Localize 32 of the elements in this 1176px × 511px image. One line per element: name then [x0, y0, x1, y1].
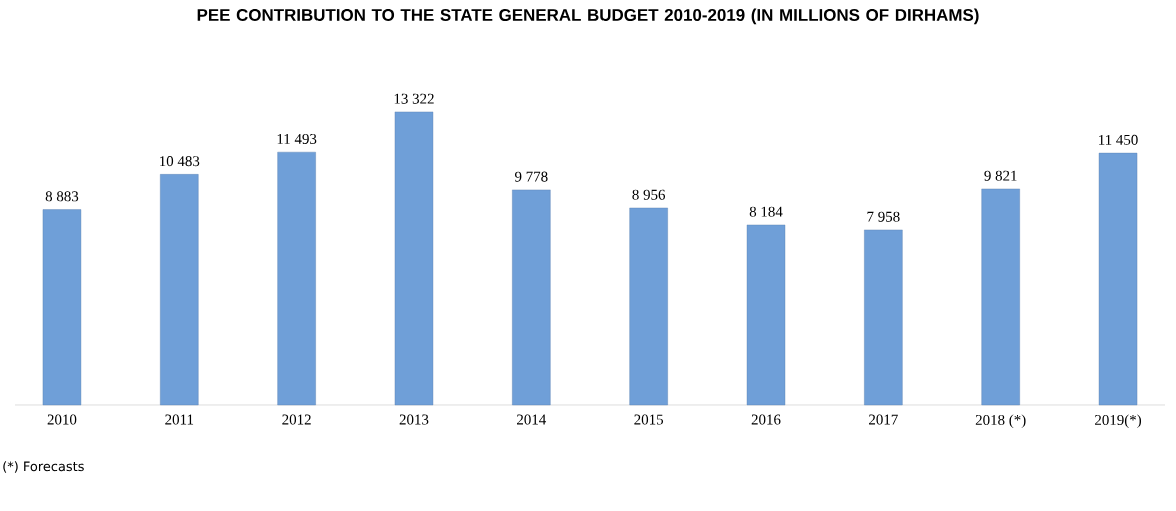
bar [160, 174, 199, 406]
data-label: 7 958 [867, 211, 900, 222]
x-tick-label: 2019(*) [1095, 414, 1142, 429]
x-tick-label: 2012 [282, 414, 311, 425]
data-label: 9 821 [984, 170, 1017, 181]
bar [42, 209, 82, 406]
bar [1098, 152, 1138, 406]
bar [394, 111, 434, 406]
x-tick-label: 2018 (*) [975, 414, 1026, 429]
x-tick-label: 2010 [47, 414, 77, 425]
data-label: 8 883 [45, 191, 79, 202]
data-label: 11 450 [1099, 134, 1138, 145]
bar [746, 224, 786, 406]
bar [277, 151, 316, 406]
bar [512, 189, 551, 406]
data-label: 8 184 [749, 206, 783, 217]
x-tick-label: 2011 [165, 414, 194, 425]
chart-title: PEE CONTRIBUTION TO THE STATE GENERAL BUDGET 2010-2019 (IN MILLIONS OF DIRHAMS) [197, 8, 979, 25]
x-tick-label: 2017 [869, 414, 898, 425]
data-label: 8 956 [632, 189, 666, 200]
bar [864, 229, 903, 406]
data-label: 10 483 [160, 156, 200, 167]
data-label: 9 778 [514, 171, 548, 182]
bar [981, 188, 1020, 406]
x-tick-label: 2015 [634, 414, 664, 425]
data-label: 13 322 [394, 93, 434, 104]
text: (*) Forecasts [3, 461, 84, 473]
x-tick-label: 2016 [751, 414, 781, 425]
bar [629, 207, 668, 406]
data-label: 11 493 [277, 133, 317, 144]
x-tick-label: 2013 [399, 414, 429, 425]
x-tick-label: 2014 [517, 414, 547, 425]
